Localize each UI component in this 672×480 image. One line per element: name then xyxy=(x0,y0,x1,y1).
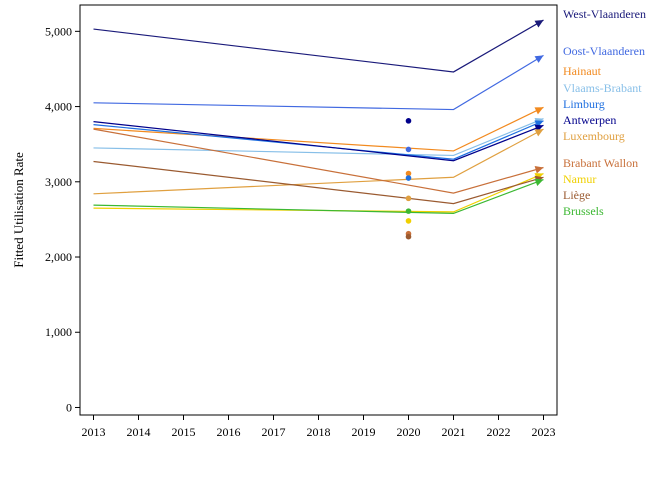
x-tick-label: 2013 xyxy=(82,425,106,439)
series-lines xyxy=(93,19,544,214)
y-tick-label: 2,000 xyxy=(45,250,72,264)
observed-points xyxy=(405,118,412,240)
y-tick-label: 0 xyxy=(66,400,72,414)
observed-point xyxy=(405,218,412,224)
legend-label: Vlaams-Brabant xyxy=(563,81,642,95)
y-axis-title: Fitted Utilisation Rate xyxy=(11,152,26,268)
x-tick-label: 2016 xyxy=(217,425,241,439)
series-line xyxy=(93,121,544,162)
legend-label: West-Vlaanderen xyxy=(563,7,646,21)
series-line xyxy=(93,128,544,195)
series-arrowhead xyxy=(534,55,544,63)
y-tick-label: 3,000 xyxy=(45,175,72,189)
x-tick-label: 2014 xyxy=(127,425,151,439)
legend: West-Vlaanderen Oost-Vlaanderen Hainaut Vla… xyxy=(563,7,646,218)
legend-label: Antwerpen xyxy=(563,113,616,127)
series-arrowhead xyxy=(534,107,544,115)
legend-label: Brussels xyxy=(563,204,604,218)
observed-point xyxy=(405,208,412,214)
x-tick-label: 2020 xyxy=(397,425,421,439)
series-line xyxy=(93,128,544,194)
x-tick-label: 2017 xyxy=(262,425,286,439)
legend-label: Brabant Wallon xyxy=(563,156,638,170)
y-tick-label: 5,000 xyxy=(45,24,72,38)
series-arrowhead xyxy=(534,165,544,174)
y-axis: 0 1,000 2,000 3,000 4,000 5,000 xyxy=(45,24,80,414)
series-line xyxy=(93,19,544,73)
series-arrowhead xyxy=(534,20,544,28)
legend-label: Hainaut xyxy=(563,64,602,78)
x-tick-label: 2022 xyxy=(487,425,511,439)
y-tick-label: 4,000 xyxy=(45,100,72,114)
legend-label: Liège xyxy=(563,188,590,202)
series-arrowhead xyxy=(534,178,544,187)
x-axis: 2013 2014 2015 2016 2017 2018 2019 2020 2021 2022… xyxy=(82,415,556,439)
observed-point xyxy=(405,175,412,181)
x-tick-label: 2018 xyxy=(307,425,331,439)
observed-point xyxy=(405,233,412,240)
series-arrowhead xyxy=(534,129,544,137)
legend-label: Limburg xyxy=(563,97,605,111)
legend-label: Oost-Vlaanderen xyxy=(563,44,645,58)
observed-point xyxy=(405,118,412,124)
observed-point xyxy=(405,195,412,202)
observed-point xyxy=(405,146,412,153)
legend-label: Luxembourg xyxy=(563,129,625,143)
series-line xyxy=(93,120,544,160)
series-line xyxy=(93,54,544,111)
y-tick-label: 1,000 xyxy=(45,325,72,339)
x-tick-label: 2021 xyxy=(442,425,466,439)
series-line xyxy=(93,178,544,214)
observed-point xyxy=(405,170,412,177)
series-line xyxy=(93,160,544,205)
x-tick-label: 2015 xyxy=(172,425,196,439)
x-tick-label: 2023 xyxy=(532,425,556,439)
x-tick-label: 2019 xyxy=(352,425,376,439)
legend-label: Namur xyxy=(563,172,596,186)
series-arrowhead xyxy=(534,120,544,128)
